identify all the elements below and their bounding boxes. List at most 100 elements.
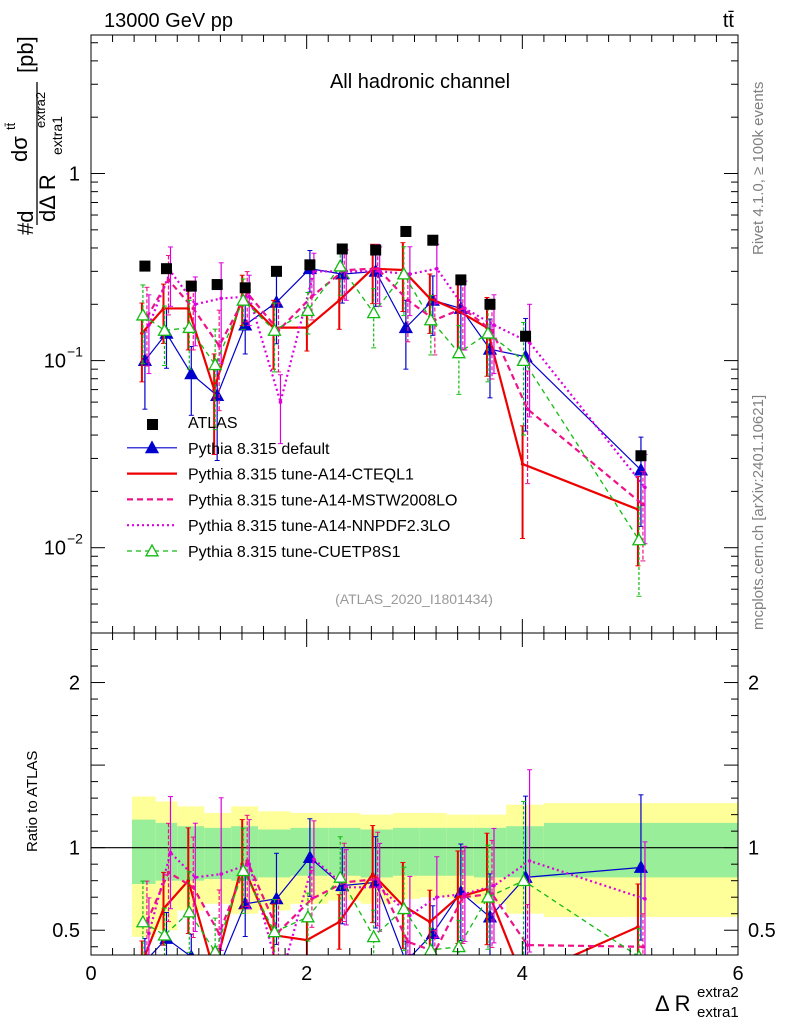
series-point bbox=[377, 885, 382, 890]
y-tick-exponent: −1 bbox=[67, 344, 83, 360]
series-point bbox=[435, 895, 439, 900]
series-point bbox=[135, 307, 151, 321]
series-point bbox=[135, 914, 151, 928]
legend-entry-mstw: Pythia 8.315 tune-A14-MSTW2008LO bbox=[127, 492, 457, 509]
series-point bbox=[516, 873, 531, 887]
main-y-tick-label: 10 −2 bbox=[44, 531, 83, 560]
series-point bbox=[208, 357, 223, 371]
ratio-y-tick-label-left: 2 bbox=[69, 673, 80, 695]
legend-marker bbox=[147, 419, 158, 430]
series-point bbox=[166, 870, 171, 875]
ratio-line-cuetp8s1 bbox=[142, 869, 638, 955]
legend: ATLAS Pythia 8.315 default Pythia 8.315 tu… bbox=[127, 415, 457, 561]
header-process-label: tt̄ bbox=[723, 10, 735, 32]
series-point bbox=[375, 877, 380, 881]
x-tick-label: 0 bbox=[85, 963, 96, 985]
series-point bbox=[428, 920, 432, 924]
series-point bbox=[480, 889, 496, 903]
x-axis-label: Δ R extra2 extra1 bbox=[655, 984, 739, 1021]
series-point bbox=[406, 939, 410, 944]
series-point bbox=[186, 878, 191, 883]
main-series-mstw bbox=[144, 243, 646, 562]
series-point bbox=[333, 870, 348, 883]
ratio-y-axis-label: Ratio to ATLAS bbox=[24, 751, 41, 852]
series-point bbox=[492, 883, 496, 888]
legend-marker bbox=[144, 543, 160, 557]
legend-label: Pythia 8.315 tune-A14-NNPDF2.3LO bbox=[188, 518, 450, 535]
series-point bbox=[193, 302, 198, 307]
band-inner-bin bbox=[155, 822, 178, 881]
series-point bbox=[147, 323, 151, 327]
mcplots-label: mcplots.cern.ch [arXiv:2401.10621] bbox=[750, 395, 767, 630]
band-inner-bin bbox=[204, 827, 232, 880]
xlabel-main: Δ R bbox=[655, 991, 690, 1016]
series-point bbox=[396, 901, 411, 915]
main-y-tick-label: 1 bbox=[69, 164, 80, 186]
legend-label: Pythia 8.315 tune-A14-CTEQL1 bbox=[188, 467, 414, 484]
band-inner-bin bbox=[473, 827, 507, 878]
chart-title: All hadronic channel bbox=[330, 71, 510, 93]
series-point bbox=[269, 891, 284, 905]
legend-marker bbox=[144, 440, 160, 454]
ratio-series-nnpdf bbox=[146, 769, 648, 982]
ylabel-prefix: #d bbox=[13, 211, 38, 235]
data-point bbox=[185, 280, 197, 292]
series-point bbox=[633, 860, 649, 873]
data-point bbox=[270, 265, 282, 277]
series-point bbox=[245, 859, 250, 863]
legend-entry-nnpdf: Pythia 8.315 tune-A14-NNPDF2.3LO bbox=[127, 518, 450, 535]
series-point bbox=[312, 857, 316, 862]
series-point bbox=[247, 294, 252, 299]
series-point bbox=[182, 904, 197, 918]
xlabel-sub: extra1 bbox=[697, 1004, 739, 1021]
series-point bbox=[641, 502, 645, 507]
band-inner-bin bbox=[392, 827, 420, 876]
series-point bbox=[435, 266, 439, 271]
series-point bbox=[168, 850, 173, 855]
series-point bbox=[636, 925, 640, 929]
series-point bbox=[219, 296, 223, 301]
series-point bbox=[209, 944, 222, 955]
data-point bbox=[239, 282, 251, 294]
series-point bbox=[144, 954, 146, 955]
legend-label: ATLAS bbox=[188, 415, 238, 432]
series-point bbox=[157, 927, 172, 941]
series-point bbox=[423, 312, 438, 326]
y-tick-exponent: −2 bbox=[67, 531, 83, 547]
series-point bbox=[166, 278, 171, 282]
ylabel-numerator: dσ bbox=[7, 136, 32, 162]
data-point bbox=[139, 260, 151, 272]
series-point bbox=[333, 258, 348, 272]
series-point bbox=[456, 895, 460, 900]
data-point bbox=[427, 234, 439, 246]
series-point bbox=[191, 306, 196, 311]
series-point bbox=[267, 323, 282, 336]
series-point bbox=[635, 949, 643, 955]
series-point bbox=[140, 961, 144, 965]
series-point bbox=[398, 320, 413, 334]
series-point bbox=[193, 875, 198, 880]
ylabel-numerator-sup: tt̄ bbox=[3, 122, 18, 130]
series-point bbox=[463, 306, 467, 311]
series-point bbox=[191, 885, 196, 890]
series-point bbox=[451, 345, 466, 359]
tick-labels: 10 −210 −110.5 0.51 12 20 2 4 6 bbox=[44, 164, 776, 985]
series-point bbox=[451, 939, 466, 953]
axis-ticks bbox=[90, 35, 739, 955]
legend-label: Pythia 8.315 tune-A14-MSTW2008LO bbox=[188, 492, 457, 509]
series-point bbox=[300, 909, 316, 923]
series-point bbox=[217, 931, 221, 936]
data-point bbox=[520, 330, 532, 342]
series-point bbox=[184, 366, 199, 380]
series-point bbox=[480, 325, 496, 339]
ylabel-denominator-sub: extra1 bbox=[49, 116, 65, 155]
x-tick-label: 2 bbox=[301, 963, 312, 985]
legend-label: Pythia 8.315 default bbox=[188, 441, 330, 458]
data-point bbox=[400, 225, 412, 237]
xlabel-sup: extra2 bbox=[697, 984, 739, 1001]
series-point bbox=[279, 978, 283, 982]
series-point bbox=[643, 485, 647, 490]
series-point bbox=[219, 872, 223, 876]
data-point bbox=[211, 279, 223, 291]
